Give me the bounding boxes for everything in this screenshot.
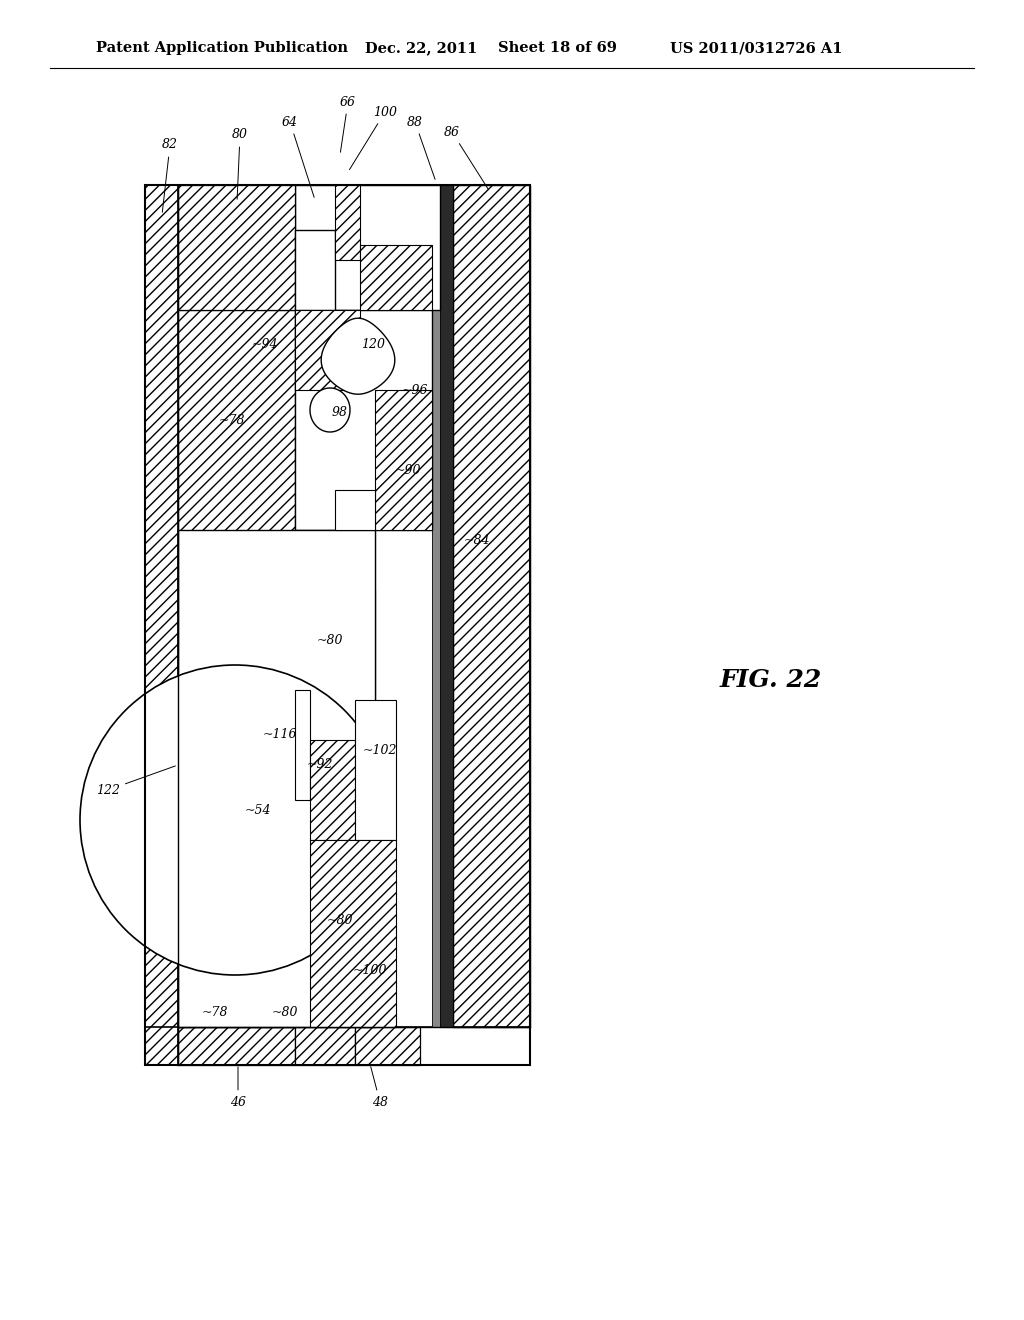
Bar [178,185,295,310]
Text: Dec. 22, 2011: Dec. 22, 2011 [365,41,477,55]
Text: US 2011/0312726 A1: US 2011/0312726 A1 [670,41,843,55]
Text: 98: 98 [332,405,348,418]
Text: 86: 86 [444,125,488,190]
Bar [145,1027,530,1065]
Text: 64: 64 [282,116,314,198]
Bar [360,246,432,310]
Bar [295,710,375,760]
Polygon shape [310,388,350,432]
Text: 80: 80 [232,128,248,199]
Bar [295,590,375,710]
Bar [355,700,396,840]
Bar [335,185,360,260]
Bar [335,490,375,531]
Bar [295,230,335,310]
Circle shape [80,665,390,975]
Bar [145,185,530,1065]
Text: Sheet 18 of 69: Sheet 18 of 69 [498,41,616,55]
Text: 66: 66 [340,95,356,152]
Text: 122: 122 [96,766,175,796]
Text: ~92: ~92 [307,759,333,771]
Bar [295,531,375,590]
Bar [295,310,432,531]
Bar [440,185,453,1027]
Bar [178,531,375,1027]
Text: ~116: ~116 [263,729,297,742]
Bar [145,185,178,1065]
Bar [295,1027,355,1065]
Text: ~102: ~102 [362,743,397,756]
Text: 120: 120 [361,338,385,351]
Bar [355,1027,420,1065]
Text: ~54: ~54 [245,804,271,817]
Text: ~84: ~84 [464,533,490,546]
Bar [310,840,396,1027]
Text: 82: 82 [162,139,178,213]
Bar [375,389,432,531]
Text: FIG. 22: FIG. 22 [720,668,822,692]
Text: 88: 88 [407,116,435,180]
Bar [178,1027,295,1065]
Bar [453,185,530,1027]
Text: 100: 100 [349,106,397,170]
Polygon shape [322,318,395,395]
Bar [295,310,360,389]
Text: ~94: ~94 [252,338,279,351]
Text: ~100: ~100 [352,964,387,977]
Text: ~80: ~80 [327,913,353,927]
Text: 48: 48 [371,1067,388,1109]
Text: ~80: ~80 [271,1006,298,1019]
Text: 46: 46 [230,1067,246,1109]
Text: ~90: ~90 [394,463,421,477]
Bar [295,185,440,310]
Text: ~78: ~78 [219,413,246,426]
Bar [178,310,295,1027]
Text: ~80: ~80 [316,634,343,647]
Bar [432,185,440,1027]
Text: Patent Application Publication: Patent Application Publication [96,41,348,55]
Bar [310,741,355,840]
Bar [295,690,310,800]
Text: ~78: ~78 [202,1006,228,1019]
Text: ~96: ~96 [401,384,428,396]
